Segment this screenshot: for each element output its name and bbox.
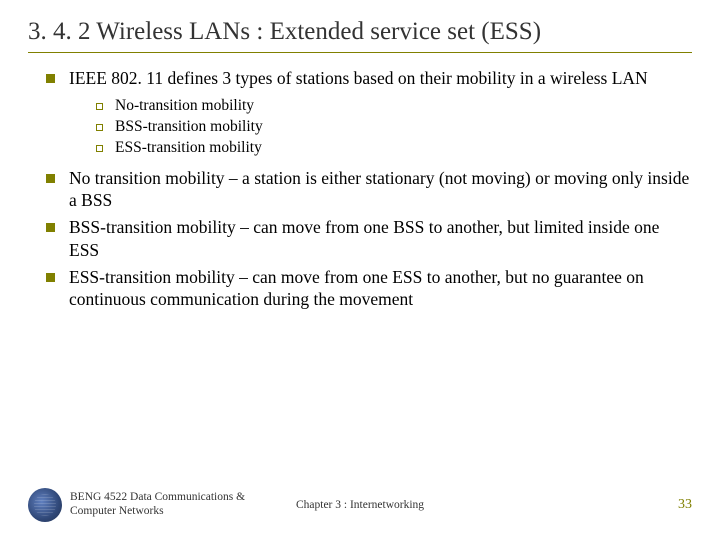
bullet-text: IEEE 802. 11 defines 3 types of stations… xyxy=(69,67,692,90)
footer-line: BENG 4522 Data Communications & xyxy=(70,491,245,505)
bullet-text: BSS-transition mobility – can move from … xyxy=(69,216,692,262)
slide: 3. 4. 2 Wireless LANs : Extended service… xyxy=(0,0,720,540)
bullet-item: ESS-transition mobility – can move from … xyxy=(46,266,692,312)
hollow-square-bullet-icon xyxy=(96,103,103,110)
bullet-item: BSS-transition mobility – can move from … xyxy=(46,216,692,262)
university-logo-icon xyxy=(28,488,62,522)
square-bullet-icon xyxy=(46,174,55,183)
sub-bullet-text: ESS-transition mobility xyxy=(115,138,262,159)
square-bullet-icon xyxy=(46,74,55,83)
bullet-text: ESS-transition mobility – can move from … xyxy=(69,266,692,312)
sub-bullet-item: BSS-transition mobility xyxy=(96,117,692,138)
sub-bullet-text: BSS-transition mobility xyxy=(115,117,263,138)
sub-bullet-text: No-transition mobility xyxy=(115,96,254,117)
hollow-square-bullet-icon xyxy=(96,145,103,152)
bullet-item: IEEE 802. 11 defines 3 types of stations… xyxy=(46,67,692,90)
footer-chapter: Chapter 3 : Internetworking xyxy=(296,499,424,511)
sub-bullet-list: No-transition mobility BSS-transition mo… xyxy=(46,96,692,159)
footer-course-info: BENG 4522 Data Communications & Computer… xyxy=(70,491,245,519)
slide-title: 3. 4. 2 Wireless LANs : Extended service… xyxy=(28,18,692,53)
slide-footer: BENG 4522 Data Communications & Computer… xyxy=(28,488,692,522)
page-number: 33 xyxy=(678,497,692,513)
footer-line: Computer Networks xyxy=(70,505,245,519)
sub-bullet-item: ESS-transition mobility xyxy=(96,138,692,159)
sub-bullet-item: No-transition mobility xyxy=(96,96,692,117)
hollow-square-bullet-icon xyxy=(96,124,103,131)
bullet-text: No transition mobility – a station is ei… xyxy=(69,167,692,213)
square-bullet-icon xyxy=(46,273,55,282)
bullet-item: No transition mobility – a station is ei… xyxy=(46,167,692,213)
slide-content: IEEE 802. 11 defines 3 types of stations… xyxy=(28,67,692,311)
square-bullet-icon xyxy=(46,223,55,232)
